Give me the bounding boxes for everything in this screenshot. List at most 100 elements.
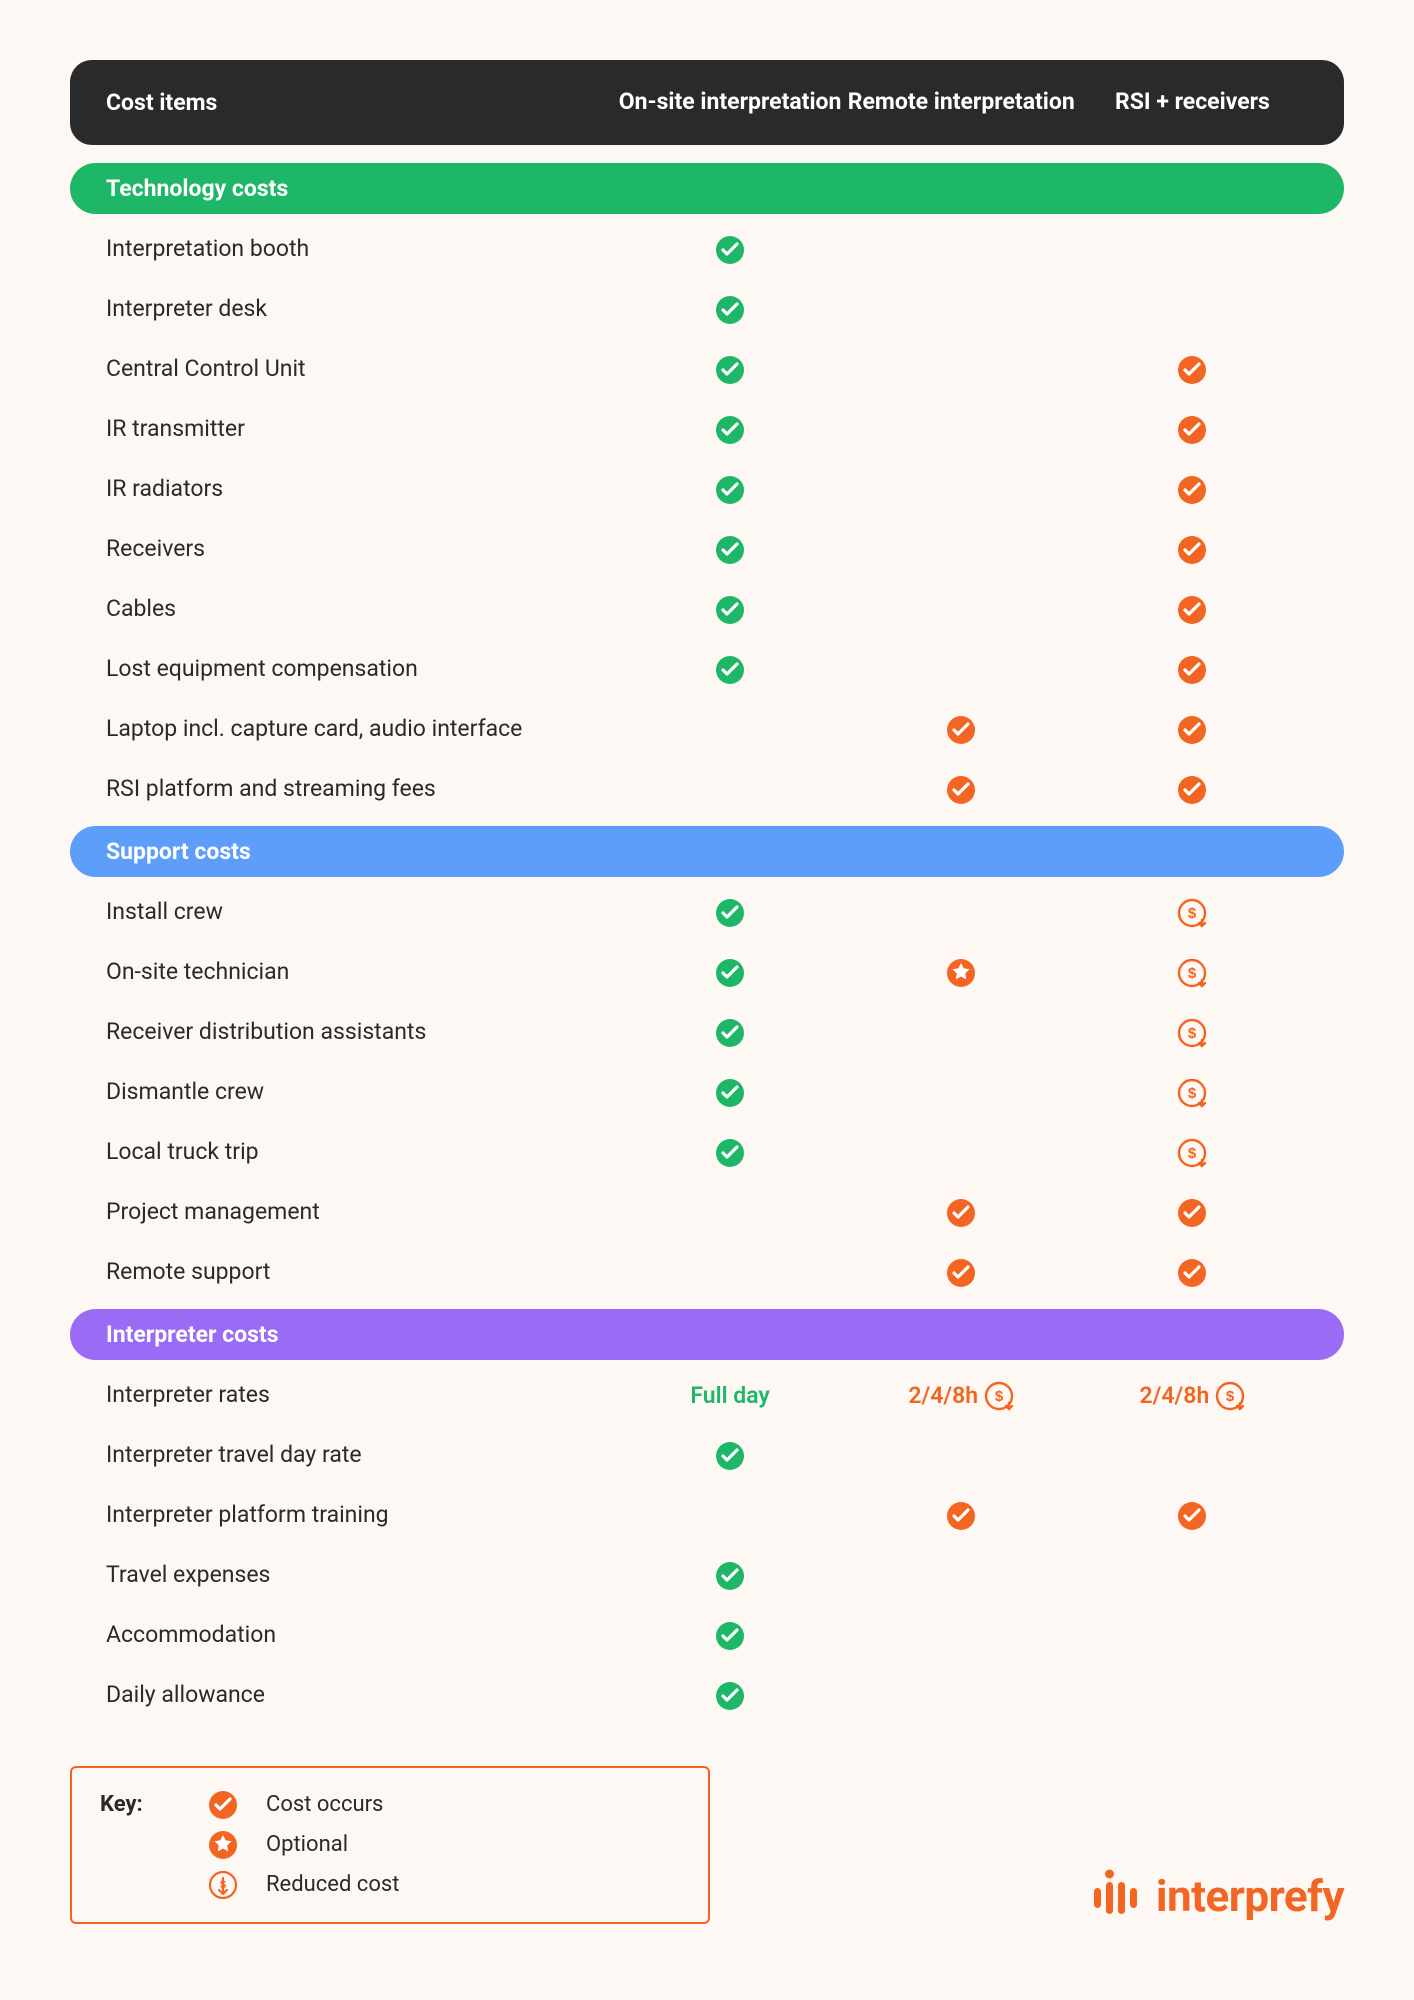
table-row: Receiver distribution assistants xyxy=(70,1003,1344,1063)
table-row: IR transmitter xyxy=(70,400,1344,460)
check-orange-icon xyxy=(1177,475,1207,505)
check-green-icon xyxy=(715,475,745,505)
row-label: RSI platform and streaming fees xyxy=(106,775,615,804)
cell-remote xyxy=(846,1198,1077,1228)
cell-onsite xyxy=(615,1018,846,1048)
check-orange-icon xyxy=(1177,355,1207,385)
cell-rsi xyxy=(1077,355,1308,385)
check-green-icon xyxy=(715,355,745,385)
check-orange-icon xyxy=(946,1501,976,1531)
row-label: Cables xyxy=(106,595,615,624)
check-orange-icon xyxy=(1177,715,1207,745)
row-label: Central Control Unit xyxy=(106,355,615,384)
table-row: Laptop incl. capture card, audio interfa… xyxy=(70,700,1344,760)
header-cost-items: Cost items xyxy=(106,89,615,116)
table-row: Cables xyxy=(70,580,1344,640)
row-label: Receivers xyxy=(106,535,615,564)
cell-onsite: Full day xyxy=(615,1382,846,1409)
cell-onsite xyxy=(615,295,846,325)
reduced-icon xyxy=(1177,1138,1207,1168)
row-label: Accommodation xyxy=(106,1621,615,1650)
table-row: Interpreter travel day rate xyxy=(70,1426,1344,1486)
check-green-icon xyxy=(715,295,745,325)
cell-rsi xyxy=(1077,1501,1308,1531)
check-green-icon xyxy=(715,1561,745,1591)
cell-onsite xyxy=(615,1441,846,1471)
cell-rsi xyxy=(1077,475,1308,505)
legend-row: Optional xyxy=(100,1830,680,1860)
reduced-outline-icon xyxy=(208,1870,238,1900)
row-label: Dismantle crew xyxy=(106,1078,615,1107)
cell-rsi: 2/4/8h xyxy=(1077,1381,1308,1411)
row-label: Interpreter travel day rate xyxy=(106,1441,615,1470)
row-label: Lost equipment compensation xyxy=(106,655,615,684)
row-label: Laptop incl. capture card, audio interfa… xyxy=(106,715,615,744)
cell-remote xyxy=(846,715,1077,745)
cell-rsi xyxy=(1077,715,1308,745)
check-green-icon xyxy=(715,655,745,685)
check-orange-icon xyxy=(1177,1501,1207,1531)
cell-remote xyxy=(846,775,1077,805)
row-label: On-site technician xyxy=(106,958,615,987)
row-label: Interpretation booth xyxy=(106,235,615,264)
cell-remote: 2/4/8h xyxy=(846,1381,1077,1411)
cell-onsite xyxy=(615,1078,846,1108)
row-label: Daily allowance xyxy=(106,1681,615,1710)
cell-text: Full day xyxy=(690,1382,769,1409)
cell-onsite xyxy=(615,535,846,565)
cell-rsi xyxy=(1077,655,1308,685)
legend-row: Reduced cost xyxy=(100,1870,680,1900)
reduced-icon xyxy=(1215,1381,1245,1411)
table-row: Interpreter desk xyxy=(70,280,1344,340)
cell-rsi xyxy=(1077,1078,1308,1108)
reduced-icon xyxy=(1177,958,1207,988)
table-row: Interpreter rates Full day 2/4/8h 2/4/8h xyxy=(70,1366,1344,1426)
check-orange-icon xyxy=(1177,1258,1207,1288)
check-orange-icon xyxy=(1177,775,1207,805)
check-green-icon xyxy=(715,1138,745,1168)
cell-onsite xyxy=(615,1138,846,1168)
check-orange-icon xyxy=(1177,595,1207,625)
check-green-icon xyxy=(715,1018,745,1048)
row-label: Travel expenses xyxy=(106,1561,615,1590)
check-green-icon xyxy=(715,235,745,265)
table-row: Dismantle crew xyxy=(70,1063,1344,1123)
row-label: Interpreter rates xyxy=(106,1381,615,1410)
table-row: Lost equipment compensation xyxy=(70,640,1344,700)
cell-rsi xyxy=(1077,1198,1308,1228)
legend-title: Key: xyxy=(100,1792,180,1817)
row-label: Local truck trip xyxy=(106,1138,615,1167)
cell-rsi xyxy=(1077,1258,1308,1288)
check-orange-icon xyxy=(208,1790,238,1820)
table-row: Interpretation booth xyxy=(70,220,1344,280)
cell-onsite xyxy=(615,235,846,265)
table-row: Interpreter platform training xyxy=(70,1486,1344,1546)
row-label: Project management xyxy=(106,1198,615,1227)
reduced-icon xyxy=(1177,1078,1207,1108)
cell-onsite xyxy=(615,958,846,988)
row-label: Receiver distribution assistants xyxy=(106,1018,615,1047)
section-header: Interpreter costs xyxy=(70,1309,1344,1360)
reduced-icon xyxy=(1177,898,1207,928)
section-header: Support costs xyxy=(70,826,1344,877)
optional-icon xyxy=(946,958,976,988)
cell-onsite xyxy=(615,655,846,685)
logo-text: interprefy xyxy=(1156,1870,1344,1922)
table-row: Accommodation xyxy=(70,1606,1344,1666)
table-row: Central Control Unit xyxy=(70,340,1344,400)
check-orange-icon xyxy=(946,1258,976,1288)
cell-onsite xyxy=(615,475,846,505)
check-green-icon xyxy=(715,1078,745,1108)
header-onsite: On-site interpretation xyxy=(615,88,846,117)
brand-logo: interprefy xyxy=(1088,1868,1344,1924)
table-row: Daily allowance xyxy=(70,1666,1344,1726)
row-label: IR radiators xyxy=(106,475,615,504)
table-row: Local truck trip xyxy=(70,1123,1344,1183)
row-label: Install crew xyxy=(106,898,615,927)
check-orange-icon xyxy=(1177,655,1207,685)
check-green-icon xyxy=(715,535,745,565)
cell-rsi xyxy=(1077,535,1308,565)
cost-comparison-table: Cost items On-site interpretation Remote… xyxy=(70,60,1344,1726)
cell-rsi xyxy=(1077,958,1308,988)
cell-rsi xyxy=(1077,775,1308,805)
